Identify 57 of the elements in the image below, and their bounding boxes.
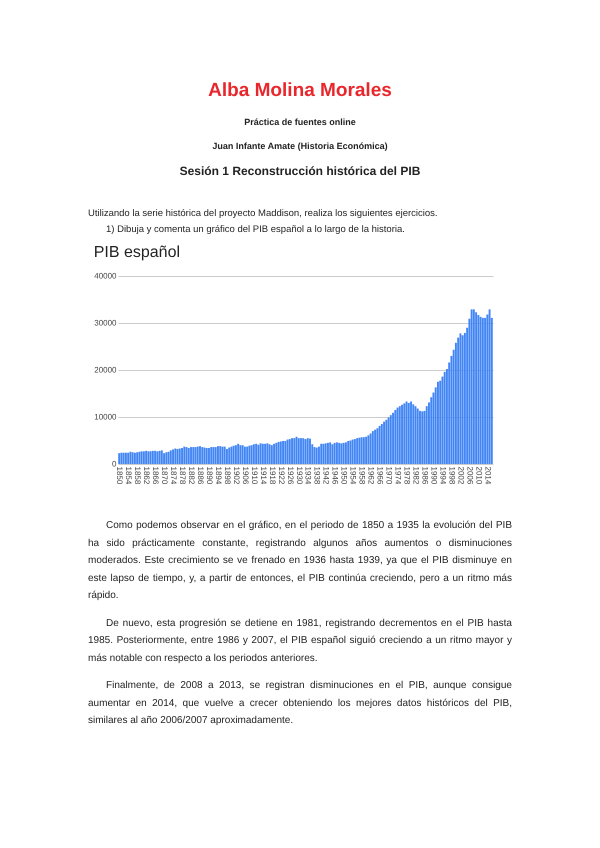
x-tick-label: 2010	[474, 466, 484, 485]
x-tick-label: 1982	[411, 466, 420, 485]
x-tick-label: 1922	[276, 466, 286, 485]
x-tick-label: 1858	[133, 466, 142, 485]
chart-title: PIB español	[94, 244, 180, 261]
x-tick-label: 1962	[366, 466, 376, 485]
text: Finalmente, de 2008 a 2013, se registran disminuciones en el PIB, aunque consigue aumentar en 2014, que vuelve a crecer obteniendo los mejores datos históricos del PIB, similares al año 2006/2007 aproximadamente.	[88, 679, 512, 728]
x-tick-label: 2014	[483, 466, 492, 485]
x-tick-label: 1906	[240, 466, 250, 485]
x-tick-label: 1990	[429, 466, 438, 485]
x-tick-label: 1934	[304, 466, 313, 485]
x-tick-label: 1866	[151, 466, 160, 485]
text: Práctica de fuentes online	[243, 116, 357, 130]
x-tick-label: 1918	[268, 466, 277, 485]
x-tick-label: 1910	[250, 466, 259, 485]
text: De nuevo, esta progresión se detiene en 1981, registrando decrementos en el PIB hasta 1985. Posteriormente, entre 1986 y 2007, el PIB español siguió creciendo a un ritmo mayor y más notable con respecto a los periodos anteriores.	[88, 616, 512, 666]
x-tick-label: 1978	[402, 466, 412, 485]
x-tick-label: 1998	[447, 466, 456, 485]
x-tick-label: 1878	[178, 466, 188, 485]
x-tick-label: 1994	[438, 466, 448, 485]
text: Sesión 1 Reconstrucción histórica del PIB	[178, 162, 422, 180]
text: Juan Infante Amate (Historia Económica)	[211, 140, 389, 153]
x-tick-label: 1966	[376, 466, 385, 485]
x-tick-label: 1954	[348, 466, 358, 485]
text: Alba Molina Morales	[207, 79, 393, 103]
x-tick-label: 1882	[187, 466, 196, 485]
x-tick-label: 1890	[204, 466, 214, 485]
y-tick-label: 10000	[94, 412, 118, 422]
text: 1) Dibuja y comenta un gráfico del PIB español a lo largo de la historia.	[106, 223, 406, 238]
x-tick-label: 1926	[286, 466, 295, 485]
x-tick-label: 1950	[340, 466, 349, 485]
x-tick-label: 1958	[358, 466, 367, 485]
x-tick-label: 1862	[142, 466, 152, 485]
y-tick-label: 40000	[94, 272, 118, 280]
x-tick-label: 1974	[394, 466, 403, 485]
x-tick-label: 1898	[222, 466, 232, 485]
text: Utilizando la serie histórica del proyecto Maddison, realiza los siguientes ejercicios.	[88, 206, 439, 221]
y-tick-label: 30000	[94, 318, 118, 328]
x-tick-label: 1970	[384, 466, 394, 485]
x-tick-label: 1874	[169, 466, 178, 485]
x-tick-label: 1986	[420, 466, 430, 485]
x-tick-label: 1886	[196, 466, 205, 485]
text: Como podemos observar en el gráfico, en el periodo de 1850 a 1935 la evolución del PIB ha sido prácticamente constante, registrando algunos años aumentos o disminuciones moderados. Este crecimiento se ve frenado en 1936 hasta 1939, ya que el PIB disminuye en este lapso de tiempo, y, a partir de entonces, el PIB continúa creciendo, pero a un ritmo más rápido.	[88, 519, 512, 603]
x-tick-label: 1854	[124, 466, 134, 485]
x-tick-label: 2002	[456, 466, 466, 485]
x-tick-label: 1902	[232, 466, 241, 485]
x-tick-label: 1938	[312, 466, 322, 485]
x-tick-label: 1850	[115, 466, 124, 485]
y-tick-label: 0	[112, 460, 118, 468]
x-tick-label: 1894	[214, 466, 223, 485]
x-tick-label: 1946	[330, 466, 340, 485]
x-tick-label: 1870	[160, 466, 170, 485]
y-tick-label: 20000	[94, 366, 118, 374]
x-tick-label: 1914	[258, 466, 268, 485]
x-tick-label: 2006	[465, 466, 474, 485]
x-tick-label: 1930	[294, 466, 304, 485]
x-tick-label: 1942	[322, 466, 331, 485]
